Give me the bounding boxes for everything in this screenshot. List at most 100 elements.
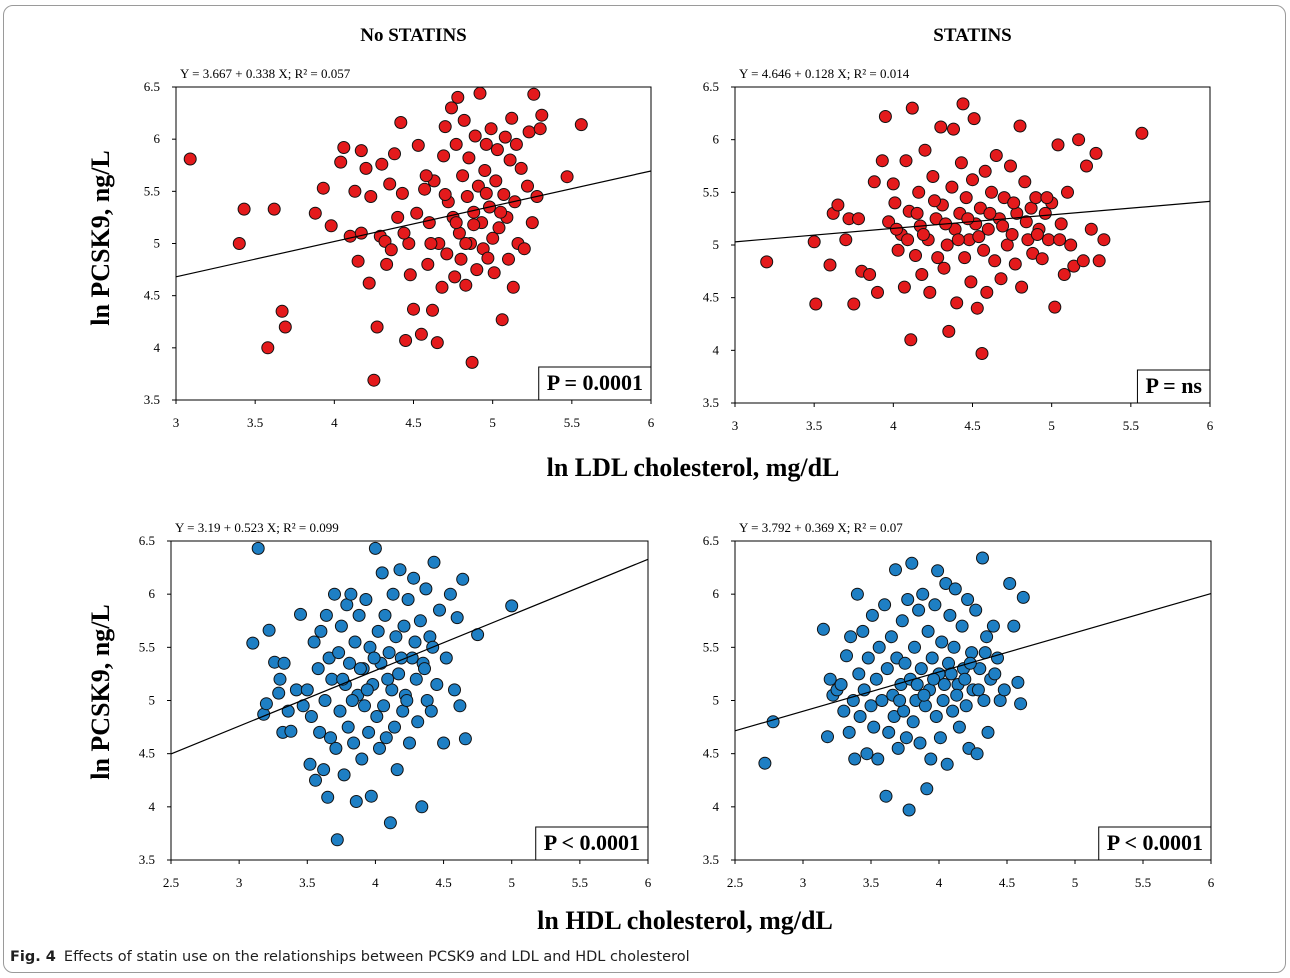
x-tick-label: 3	[236, 875, 243, 890]
data-point	[905, 101, 919, 115]
data-point	[370, 320, 384, 334]
data-point	[989, 149, 1003, 162]
data-point	[487, 266, 501, 280]
y-tick-label: 4	[713, 799, 720, 814]
data-point	[314, 624, 328, 638]
data-point	[869, 672, 883, 686]
data-point	[324, 219, 338, 233]
data-point	[809, 297, 823, 311]
data-point	[517, 242, 531, 256]
data-point	[379, 731, 393, 745]
data-point	[909, 249, 922, 262]
y-tick-label: 5.5	[703, 184, 719, 199]
data-point	[535, 108, 549, 122]
data-point	[931, 564, 945, 578]
data-point	[1054, 217, 1068, 231]
data-point	[823, 258, 837, 272]
x-tick-label: 4.5	[405, 415, 421, 430]
data-point	[945, 180, 959, 194]
y-tick-label: 5	[149, 693, 156, 708]
data-point	[1003, 577, 1017, 590]
y-tick-label: 4.5	[703, 746, 719, 761]
data-point	[278, 320, 292, 334]
data-point	[389, 630, 403, 644]
y-tick-label: 3.5	[139, 852, 155, 867]
data-point	[861, 651, 875, 665]
y-tick-label: 3.5	[703, 395, 719, 410]
y-tick-label: 4.5	[144, 288, 160, 303]
data-point	[1057, 268, 1071, 281]
x-tick-label: 5	[1048, 418, 1055, 433]
data-point	[386, 587, 400, 601]
scatter-panel-4: 2.5 3 3.5 4 4.5 5 5.5 6 3.5 4 4.5 5 5.5 6 6.5 Y = 3.792…	[703, 520, 1215, 890]
data-point	[343, 656, 356, 670]
data-point	[348, 184, 362, 198]
data-point	[503, 153, 517, 167]
x-tick-label: 3.5	[247, 415, 263, 430]
data-point	[856, 624, 870, 638]
data-point	[311, 662, 325, 676]
data-point	[362, 725, 376, 739]
data-point	[525, 216, 539, 230]
data-point	[490, 143, 504, 157]
data-point	[419, 582, 433, 596]
data-point	[334, 619, 348, 633]
data-point	[359, 593, 373, 606]
data-point	[970, 301, 984, 315]
data-point	[971, 683, 985, 697]
data-point	[961, 593, 975, 606]
data-point	[758, 756, 772, 770]
data-point	[981, 725, 995, 739]
data-point	[934, 120, 948, 134]
caption-label: Fig. 4	[10, 949, 56, 965]
data-point	[355, 752, 369, 766]
data-point	[478, 164, 492, 177]
data-point	[958, 672, 972, 686]
x-axis-label-hdl: ln HDL cholesterol, mg/dL	[537, 906, 833, 935]
data-point	[837, 704, 851, 718]
data-point	[916, 587, 930, 601]
data-point	[1040, 191, 1054, 205]
data-point	[899, 731, 913, 745]
data-point	[946, 704, 960, 718]
data-point	[967, 112, 981, 126]
y-tick-label: 5	[713, 693, 720, 708]
data-point	[940, 238, 954, 252]
data-point	[450, 611, 464, 625]
x-tick-label: 4	[890, 418, 897, 433]
data-point	[337, 768, 351, 782]
data-point	[983, 206, 997, 220]
data-point	[1084, 222, 1098, 236]
data-point	[1038, 206, 1052, 220]
data-point	[872, 640, 886, 654]
data-point	[1035, 252, 1049, 266]
data-point	[424, 237, 438, 250]
p-value-box	[1098, 826, 1212, 861]
data-point	[821, 730, 834, 744]
data-point	[879, 789, 893, 803]
data-point	[348, 635, 362, 649]
p-value-box	[535, 826, 649, 861]
data-point	[400, 694, 414, 707]
data-point	[403, 268, 417, 282]
data-point	[462, 151, 476, 165]
data-point	[401, 593, 415, 606]
data-point	[925, 651, 939, 665]
data-point	[521, 179, 534, 193]
figure-frame	[3, 5, 1286, 973]
data-point	[864, 699, 878, 713]
data-point	[760, 255, 774, 269]
y-tick-label: 4.5	[703, 290, 719, 305]
data-point	[246, 636, 260, 650]
data-point	[459, 278, 473, 292]
data-point	[437, 149, 451, 163]
data-point	[1072, 133, 1086, 147]
data-point	[871, 752, 885, 766]
data-point	[414, 327, 428, 341]
data-point	[865, 608, 879, 622]
x-tick-label: 5.5	[1135, 875, 1151, 890]
data-point	[430, 678, 444, 691]
data-point	[408, 635, 422, 649]
y-tick-label: 6	[149, 586, 156, 601]
